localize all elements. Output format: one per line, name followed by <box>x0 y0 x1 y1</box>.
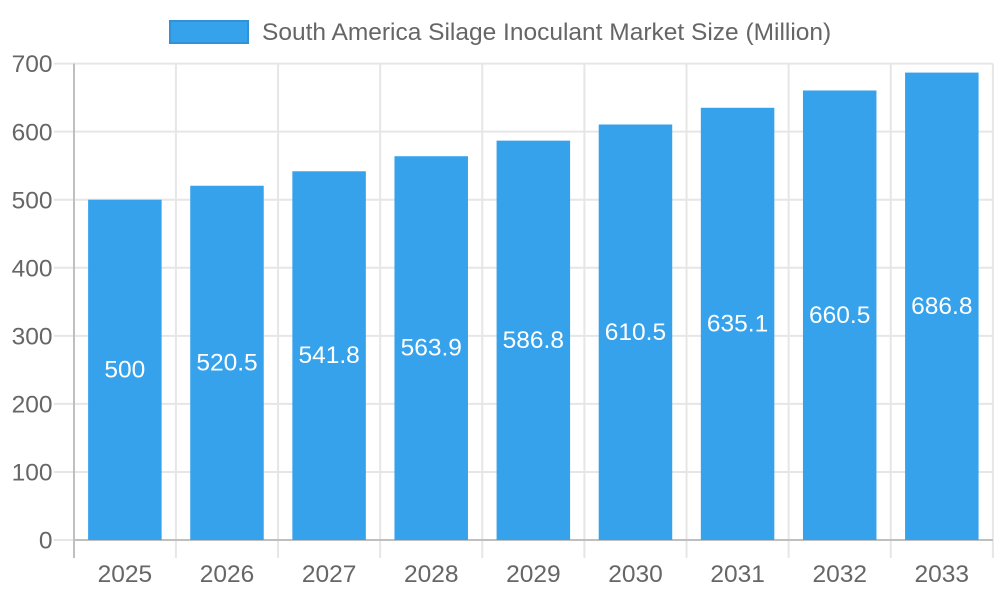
svg-text:2033: 2033 <box>915 561 970 588</box>
svg-text:700: 700 <box>12 51 53 78</box>
svg-text:0: 0 <box>39 528 53 555</box>
svg-text:635.1: 635.1 <box>707 310 768 337</box>
svg-text:2029: 2029 <box>506 561 561 588</box>
svg-text:2030: 2030 <box>608 561 663 588</box>
svg-text:586.8: 586.8 <box>503 327 564 354</box>
svg-text:563.9: 563.9 <box>401 335 462 362</box>
svg-text:520.5: 520.5 <box>196 349 257 376</box>
svg-text:South America Silage Inoculant: South America Silage Inoculant Market Si… <box>262 19 831 46</box>
svg-text:100: 100 <box>12 460 53 487</box>
svg-text:2026: 2026 <box>200 561 255 588</box>
svg-text:686.8: 686.8 <box>911 293 972 320</box>
svg-text:2027: 2027 <box>302 561 357 588</box>
svg-text:2028: 2028 <box>404 561 459 588</box>
svg-text:541.8: 541.8 <box>298 342 359 369</box>
svg-text:500: 500 <box>104 356 145 383</box>
svg-text:500: 500 <box>12 187 53 214</box>
svg-text:610.5: 610.5 <box>605 319 666 346</box>
svg-text:400: 400 <box>12 255 53 282</box>
svg-text:660.5: 660.5 <box>809 302 870 329</box>
svg-text:2032: 2032 <box>812 561 867 588</box>
svg-text:600: 600 <box>12 119 53 146</box>
svg-text:2031: 2031 <box>710 561 765 588</box>
svg-text:2025: 2025 <box>98 561 153 588</box>
svg-text:200: 200 <box>12 391 53 418</box>
svg-text:300: 300 <box>12 323 53 350</box>
